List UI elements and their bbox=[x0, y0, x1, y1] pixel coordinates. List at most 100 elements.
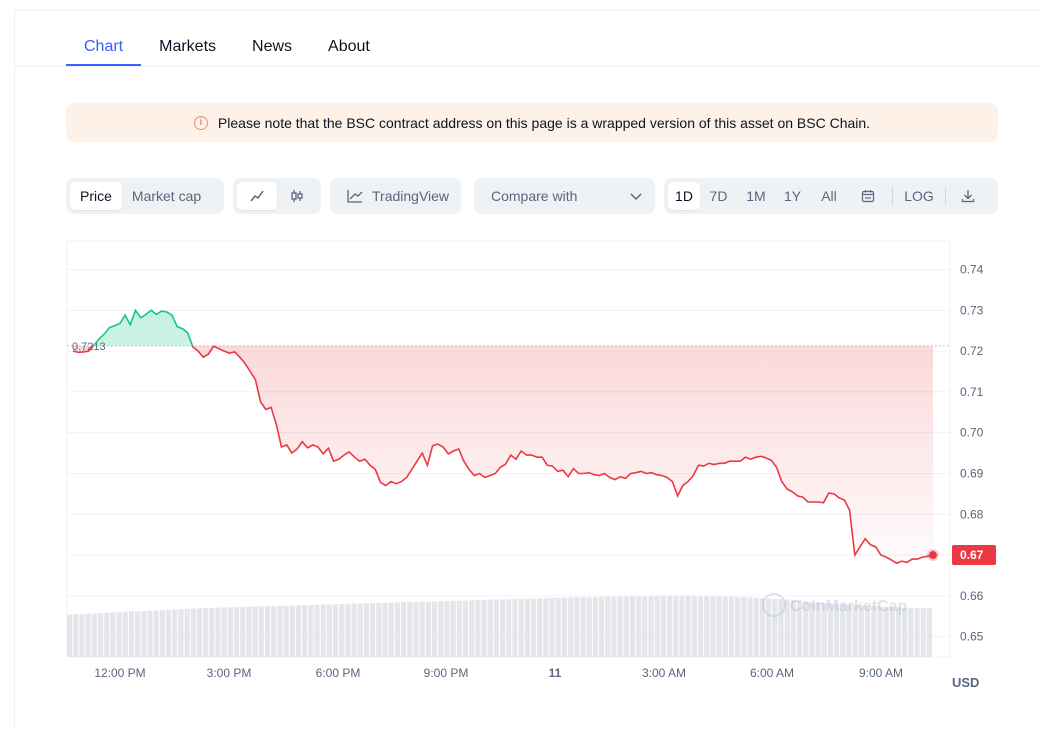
price-chart: 0.74 0.73 0.72 0.71 0.70 0.69 0.68 0.67 0.66 0.65… bbox=[66, 240, 996, 680]
volume-bar bbox=[648, 596, 654, 657]
price-area-above-open bbox=[93, 310, 193, 346]
volume-bar bbox=[122, 611, 128, 657]
volume-bar bbox=[116, 611, 122, 657]
volume-bar bbox=[728, 596, 735, 657]
volume-bar bbox=[388, 602, 394, 657]
tradingview-icon bbox=[347, 190, 363, 203]
log-scale-button[interactable]: LOG bbox=[904, 188, 934, 204]
volume-bar bbox=[858, 605, 864, 657]
volume-bar bbox=[598, 596, 605, 657]
candlestick-button[interactable] bbox=[277, 182, 317, 210]
range-all-button[interactable]: All bbox=[821, 188, 837, 204]
volume-bar bbox=[178, 609, 184, 657]
tab-about[interactable]: About bbox=[328, 38, 370, 55]
volume-bar bbox=[809, 601, 815, 657]
last-price-dot bbox=[929, 551, 937, 560]
volume-bar bbox=[73, 614, 79, 657]
volume-bar bbox=[227, 607, 234, 657]
volume-bar bbox=[345, 603, 351, 657]
x-tick-label: 6:00 AM bbox=[750, 666, 794, 680]
tradingview-button[interactable]: TradingView bbox=[330, 178, 461, 214]
date-range-button[interactable] bbox=[848, 182, 888, 210]
volume-bar bbox=[258, 606, 264, 657]
line-chart-icon bbox=[250, 190, 264, 202]
volume-bar bbox=[283, 605, 289, 657]
notice-text: Please note that the BSC contract addres… bbox=[217, 114, 871, 131]
volume-bar bbox=[747, 597, 753, 657]
volume-bar bbox=[326, 604, 332, 657]
volume-bar bbox=[295, 605, 302, 657]
volume-bar bbox=[629, 596, 636, 657]
compare-with-label: Compare with bbox=[491, 188, 578, 204]
volume-bar bbox=[221, 607, 227, 657]
range-1d-button[interactable]: 1D bbox=[668, 182, 700, 210]
volume-bar bbox=[104, 612, 110, 657]
volume-bar bbox=[407, 602, 413, 657]
download-button[interactable] bbox=[950, 182, 986, 210]
volume-bar bbox=[530, 598, 537, 657]
range-1m-button[interactable]: 1M bbox=[746, 188, 766, 204]
y-tick-label: 0.70 bbox=[960, 426, 984, 440]
volume-bar bbox=[97, 613, 104, 657]
volume-bar bbox=[716, 596, 722, 657]
x-tick-label: 9:00 AM bbox=[859, 666, 903, 680]
volume-bar bbox=[735, 596, 741, 657]
volume-bar bbox=[135, 611, 141, 657]
tab-news[interactable]: News bbox=[252, 38, 293, 55]
volume-bar bbox=[543, 598, 549, 657]
volume-bar bbox=[772, 598, 778, 657]
volume-bar bbox=[580, 597, 586, 657]
volume-bar bbox=[722, 596, 728, 657]
volume-bar bbox=[883, 606, 889, 657]
line-chart-button[interactable] bbox=[237, 182, 277, 210]
currency-label: USD bbox=[952, 675, 980, 690]
chevron-down-icon bbox=[630, 193, 642, 201]
y-tick-label: 0.68 bbox=[960, 507, 984, 521]
volume-bar bbox=[85, 613, 91, 657]
volume-bar bbox=[908, 607, 914, 657]
tab-bar: Chart Markets News About bbox=[66, 30, 388, 66]
range-1y-button[interactable]: 1Y bbox=[783, 188, 802, 204]
volume-bar bbox=[401, 602, 407, 657]
volume-bar bbox=[846, 604, 852, 657]
volume-bar bbox=[506, 599, 512, 657]
volume-bar bbox=[642, 596, 648, 657]
volume-bar bbox=[827, 603, 834, 657]
volume-bar bbox=[481, 599, 487, 657]
price-button[interactable]: Price bbox=[70, 182, 122, 210]
volume-bar bbox=[673, 596, 679, 657]
volume-bar bbox=[425, 601, 431, 657]
volume-bar bbox=[877, 606, 883, 657]
volume-bar bbox=[840, 604, 846, 657]
volume-bar bbox=[469, 600, 475, 657]
range-7d-button[interactable]: 7D bbox=[709, 188, 728, 204]
volume-bar bbox=[821, 602, 827, 657]
volume-bar bbox=[500, 599, 506, 657]
volume-bar bbox=[561, 597, 568, 657]
volume-bar bbox=[574, 597, 580, 657]
volume-bar bbox=[796, 600, 803, 657]
volume-bar bbox=[289, 605, 295, 657]
volume-bar bbox=[271, 606, 277, 657]
volume-bar bbox=[487, 599, 493, 657]
volume-bar bbox=[277, 605, 283, 657]
price-line-down bbox=[72, 345, 934, 565]
volume-bar bbox=[153, 610, 159, 657]
volume-bar bbox=[660, 596, 667, 657]
volume-bar bbox=[215, 607, 221, 657]
tab-chart[interactable]: Chart bbox=[66, 30, 142, 66]
compare-with-dropdown[interactable]: Compare with bbox=[474, 178, 655, 214]
x-tick-label: 3:00 PM bbox=[207, 666, 252, 680]
volume-bar bbox=[592, 597, 598, 657]
y-tick-label: 0.65 bbox=[960, 630, 984, 644]
last-price-tag bbox=[952, 545, 996, 566]
info-icon: i bbox=[193, 115, 208, 130]
price-area-below-open bbox=[73, 345, 933, 564]
market-cap-button[interactable]: Market cap bbox=[131, 188, 202, 204]
volume-bar bbox=[697, 596, 704, 657]
volume-bar bbox=[691, 596, 697, 657]
tab-markets[interactable]: Markets bbox=[159, 38, 217, 55]
volume-bar bbox=[456, 600, 462, 657]
volume-bar bbox=[302, 605, 308, 657]
volume-bar bbox=[320, 604, 326, 657]
